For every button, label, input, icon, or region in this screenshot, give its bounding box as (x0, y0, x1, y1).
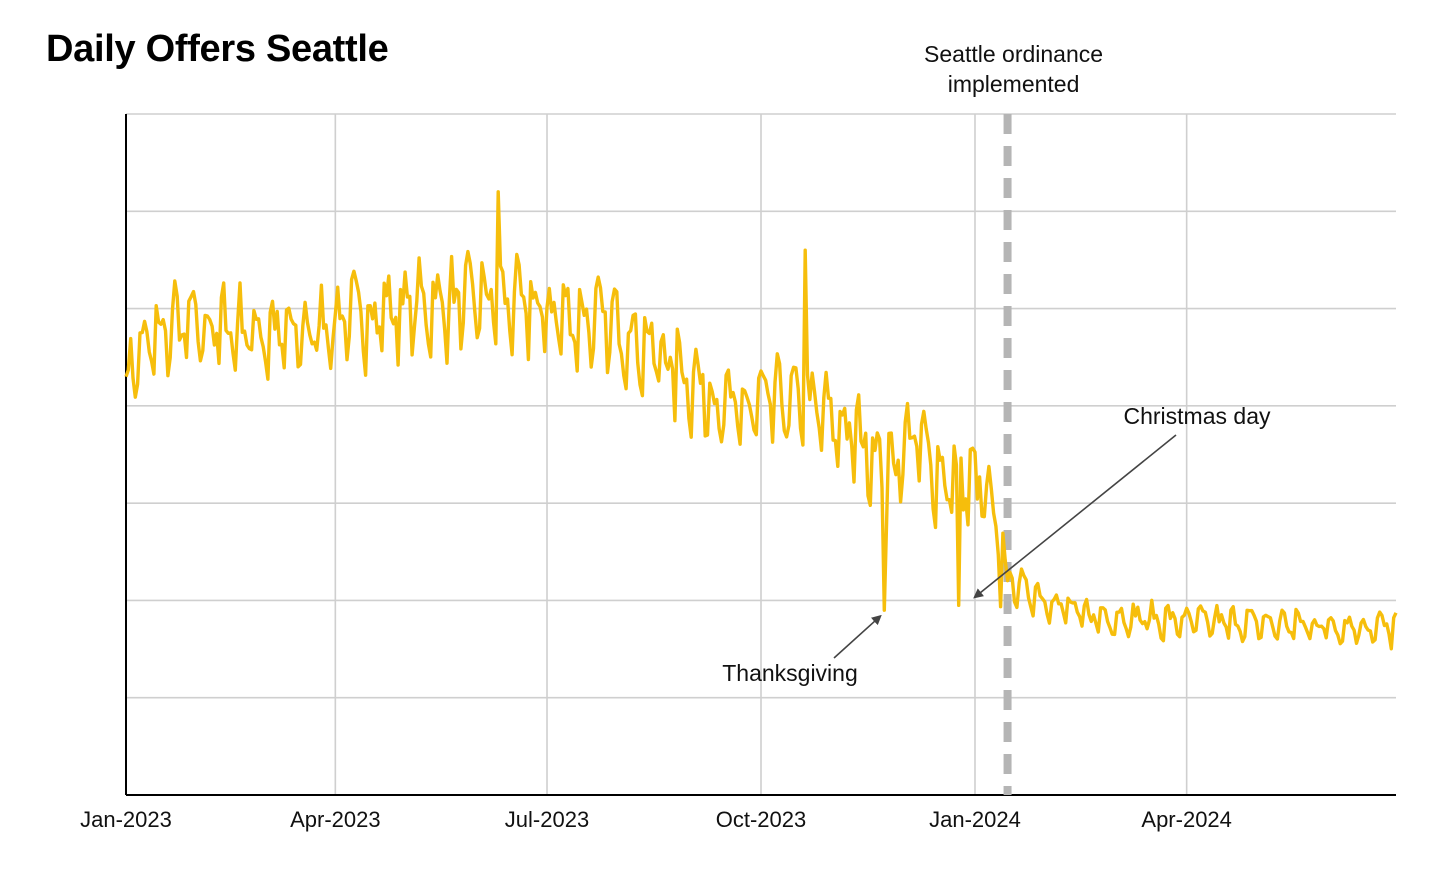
x-tick-label: Jul-2023 (505, 807, 589, 832)
thanksgiving-arrow (833, 614, 882, 659)
x-tick-label: Apr-2024 (1141, 807, 1232, 832)
ordinance-label: implemented (948, 71, 1080, 97)
ordinance-annotation: Seattle ordinance implemented (924, 41, 1103, 795)
x-tick-label: Oct-2023 (716, 807, 807, 832)
axes (125, 114, 1396, 796)
x-tick-label: Jan-2024 (929, 807, 1021, 832)
x-tick-label: Jan-2023 (80, 807, 172, 832)
christmas-label: Christmas day (1124, 403, 1271, 429)
x-tick-labels: Jan-2023 Apr-2023 Jul-2023 Oct-2023 Jan-2024… (80, 807, 1232, 832)
x-tick-label: Apr-2023 (290, 807, 381, 832)
event-annotations: Thanksgiving Christmas day (722, 403, 1271, 686)
ordinance-label: Seattle ordinance (924, 41, 1103, 67)
chart-title: Daily Offers Seattle (46, 28, 389, 70)
vertical-gridlines (334, 114, 1188, 795)
christmas-arrow (973, 434, 1177, 599)
series-line-group (124, 190, 1398, 651)
series-line (124, 190, 1398, 651)
thanksgiving-label: Thanksgiving (722, 660, 858, 686)
